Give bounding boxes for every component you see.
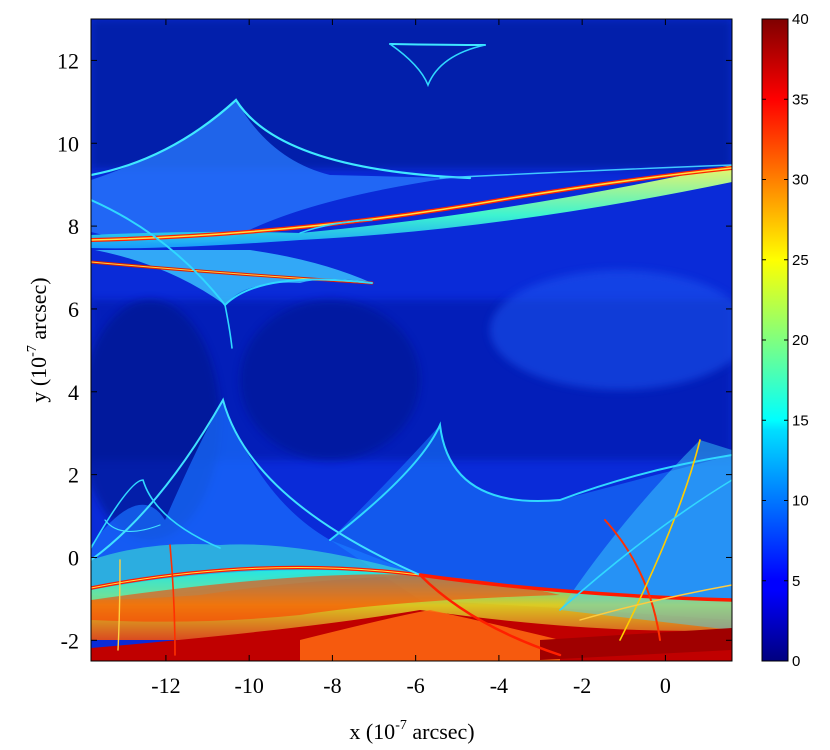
y-tick-label: 2	[68, 463, 79, 488]
colorbar	[761, 18, 789, 662]
colorbar-tick-label: 35	[792, 91, 809, 108]
y-axis-label: y (10-7 arcsec)	[25, 277, 51, 402]
colorbar-tick-label: 0	[792, 653, 800, 670]
caustic-fill-upper	[91, 100, 450, 244]
colorbar-ticks: 0 5 10 15 20 25 30 35 40	[762, 11, 809, 670]
x-tick-label: -2	[573, 673, 591, 698]
caustic-fill-lower-right	[330, 425, 732, 620]
x-tick-label: -6	[406, 673, 424, 698]
y-axis-label-exponent: -7	[25, 345, 40, 357]
x-tick-label: -10	[235, 673, 264, 698]
colorbar-tick-label: 20	[792, 332, 809, 349]
plot-frame	[90, 18, 733, 662]
x-axis-label-suffix: arcsec)	[407, 719, 475, 744]
caustic-lines-lower	[91, 397, 732, 657]
x-axis-label-exponent: -7	[395, 718, 407, 733]
y-tick-label: 4	[68, 380, 79, 405]
colorbar-tick-label: 5	[792, 573, 800, 590]
caustic-band-bottom-right	[540, 628, 732, 660]
y-tick-label: 8	[68, 214, 79, 239]
x-tick-label: -4	[490, 673, 508, 698]
caustic-lines-upper	[91, 43, 732, 349]
caustic-fill-upper-band	[91, 165, 732, 249]
colorbar-tick-label: 25	[792, 252, 809, 269]
y-axis-label-prefix: y (10	[26, 357, 51, 403]
heatmap-light-region-right	[490, 270, 732, 390]
colorbar-tick-label: 40	[792, 11, 809, 28]
x-tick-label: -12	[151, 673, 180, 698]
y-tick-label: -2	[61, 628, 79, 653]
colorbar-tick-label: 15	[792, 412, 809, 429]
heatmap-image	[91, 19, 732, 661]
colorbar-tick-label: 30	[792, 172, 809, 189]
x-axis-label-prefix: x (10	[349, 719, 395, 744]
caustic-fill-lower-right-web	[560, 440, 732, 630]
y-tick-label: 12	[57, 48, 79, 73]
y-tick-label: 0	[68, 545, 79, 570]
x-tick-label: 0	[660, 673, 671, 698]
caustic-band-bottom-hot	[300, 610, 560, 661]
y-axis-ticks: -2 0 2 4 6 8 10 12	[57, 48, 732, 653]
x-axis-ticks: -12 -10 -8 -6 -4 -2 0	[151, 19, 671, 698]
heatmap-dark-lobe-center	[240, 300, 420, 460]
x-tick-label: -8	[323, 673, 341, 698]
y-tick-label: 6	[68, 297, 79, 322]
caustic-fill-upper-web	[95, 250, 372, 305]
caustic-band-lower-red	[91, 574, 560, 622]
colorbar-tick-label: 10	[792, 493, 809, 510]
y-axis-label-suffix: arcsec)	[26, 277, 51, 345]
y-tick-label: 10	[57, 131, 79, 156]
x-axis-label: x (10-7 arcsec)	[349, 718, 474, 744]
